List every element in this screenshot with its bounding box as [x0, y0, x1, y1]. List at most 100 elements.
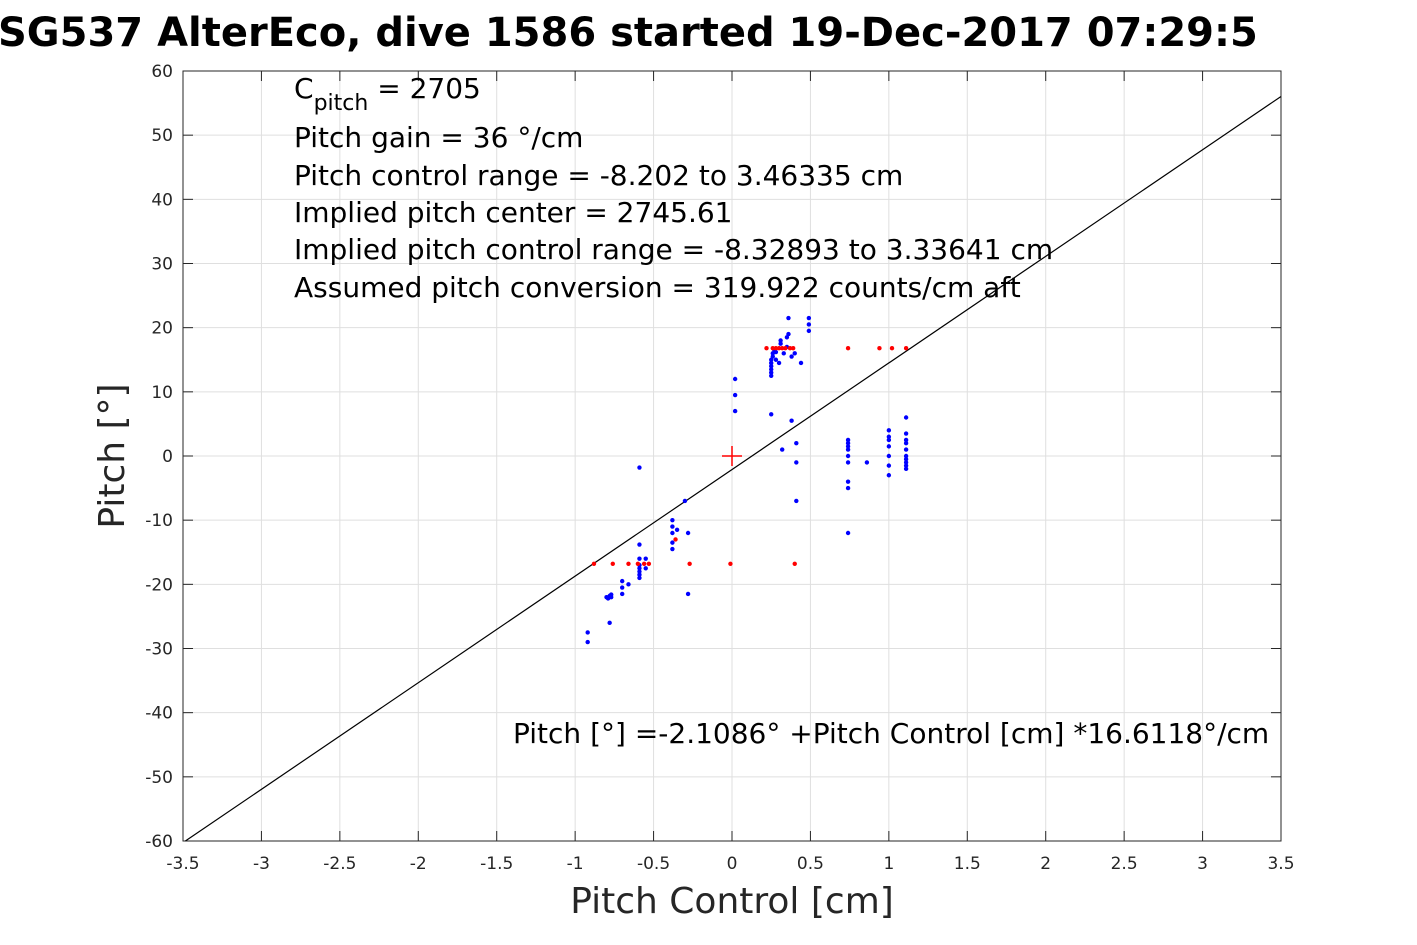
data-point-series-2: [779, 346, 785, 351]
data-point-series-1: [864, 460, 870, 465]
data-point-series-2: [792, 561, 797, 566]
x-tick-label: 3: [1197, 854, 1208, 874]
y-tick-label: 60: [151, 62, 173, 82]
data-point-series-1: [769, 367, 774, 372]
data-point-series-1: [789, 354, 794, 359]
data-point-series-1: [773, 357, 779, 362]
annotation-c-pitch-main: C: [294, 72, 314, 105]
data-point-series-1: [781, 351, 786, 356]
data-point-series-1: [886, 453, 892, 459]
data-point-series-1: [845, 437, 851, 443]
data-point-series-1: [670, 530, 675, 536]
x-tick-label: 2: [1040, 854, 1051, 874]
data-point-series-1: [670, 540, 675, 545]
data-point-series-1: [903, 460, 909, 465]
fit-line-layer: [185, 95, 1282, 842]
data-point-series-2: [773, 346, 779, 351]
data-point-series-1: [845, 485, 851, 491]
annotation-c-pitch-sub: pitch: [314, 91, 369, 116]
x-axis-label: Pitch Control [cm]: [570, 881, 894, 922]
data-point-series-1: [620, 585, 625, 590]
data-point-series-1: [845, 447, 851, 452]
data-point-series-1: [886, 428, 892, 433]
y-tick-label: 40: [151, 190, 173, 210]
data-point-series-1: [732, 408, 738, 414]
y-tick-label: 30: [151, 255, 173, 275]
center-marker-layer: [722, 446, 742, 466]
data-point-series-1: [685, 530, 691, 536]
data-point-series-1: [903, 431, 909, 436]
y-tick-label: -50: [145, 768, 173, 788]
x-tick-label: 0: [727, 854, 738, 874]
x-tick-label: 0.5: [797, 854, 824, 874]
annotation-implied-center: Implied pitch center = 2745.61: [294, 196, 732, 229]
data-point-series-1: [620, 578, 625, 584]
data-point-series-1: [637, 556, 642, 561]
x-tick-label: 3.5: [1267, 854, 1294, 874]
y-tick-label: -40: [145, 704, 173, 724]
annotation-c-pitch: Cpitch = 2705: [294, 72, 481, 116]
data-point-series-2: [787, 346, 793, 351]
chart-title: SG537 AlterEco, dive 1586 started 19-Dec…: [0, 10, 1258, 56]
data-point-series-1: [769, 360, 774, 366]
data-point-series-1: [845, 479, 851, 484]
data-point-series-1: [769, 363, 774, 369]
y-tick-label: -10: [145, 511, 173, 531]
data-point-series-1: [637, 575, 642, 581]
data-point-series-1: [643, 556, 648, 561]
y-tick-label: -30: [145, 640, 173, 660]
data-point-series-1: [792, 351, 797, 356]
data-point-series-1: [789, 418, 794, 423]
y-tick-label: 50: [151, 126, 173, 146]
fit-line: [185, 95, 1282, 842]
data-point-series-2: [776, 346, 782, 351]
data-point-series-1: [886, 463, 892, 468]
data-point-series-1: [798, 360, 804, 366]
data-point-series-1: [779, 447, 785, 452]
data-point-series-1: [685, 591, 691, 597]
data-point-series-1: [607, 620, 612, 626]
data-point-series-1: [769, 412, 774, 417]
data-point-series-1: [794, 498, 799, 504]
data-point-series-1: [845, 453, 851, 459]
data-point-series-1: [776, 360, 782, 366]
data-point-series-2: [903, 346, 909, 351]
data-point-series-2: [610, 561, 615, 566]
y-axis-ticks: -60 -50 -40 -30 -20 -10 0 10 20 30 40 50 60: [145, 62, 1281, 852]
annotation-fit-equation: Pitch [°] =-2.1086° +Pitch Control [cm] …: [513, 717, 1269, 750]
data-point-series-1: [886, 444, 892, 449]
data-point-series-1: [778, 338, 783, 343]
data-point-series-1: [773, 349, 779, 355]
data-point-series-1: [786, 331, 791, 337]
data-point-series-2: [764, 346, 769, 351]
data-point-series-1: [609, 592, 614, 597]
data-point-series-2: [790, 346, 796, 351]
data-point-series-1: [794, 460, 799, 465]
x-axis-ticks: -3.5 -3 -2.5 -2 -1.5 -1 -0.5 0 0.5 1 1.5 2 2.5 3 3.5: [166, 71, 1295, 874]
data-point-series-1: [643, 566, 648, 571]
data-point-series-1: [585, 630, 590, 635]
data-point-series-1: [903, 437, 909, 443]
data-point-series-1: [794, 440, 799, 446]
data-point-series-1: [886, 434, 892, 439]
data-point-series-1: [806, 328, 812, 334]
data-point-series-2: [687, 561, 692, 566]
x-tick-label: 1.5: [954, 854, 981, 874]
annotation-pitch-control-range: Pitch control range = -8.202 to 3.46335 …: [294, 159, 903, 192]
data-point-series-1: [806, 315, 812, 321]
data-point-series-1: [670, 546, 675, 552]
data-point-series-1: [903, 453, 909, 459]
data-point-series-2: [673, 537, 678, 542]
data-point-series-1: [903, 440, 909, 446]
annotation-implied-range: Implied pitch control range = -8.32893 t…: [294, 233, 1053, 266]
data-point-series-1: [670, 517, 675, 523]
y-tick-label: 0: [162, 447, 173, 467]
x-tick-label: 2.5: [1111, 854, 1138, 874]
data-point-series-2: [877, 346, 882, 351]
data-point-series-1: [674, 527, 680, 532]
data-point-series-2: [591, 561, 597, 566]
x-tick-label: -1.5: [480, 854, 513, 874]
data-point-series-1: [769, 373, 774, 378]
